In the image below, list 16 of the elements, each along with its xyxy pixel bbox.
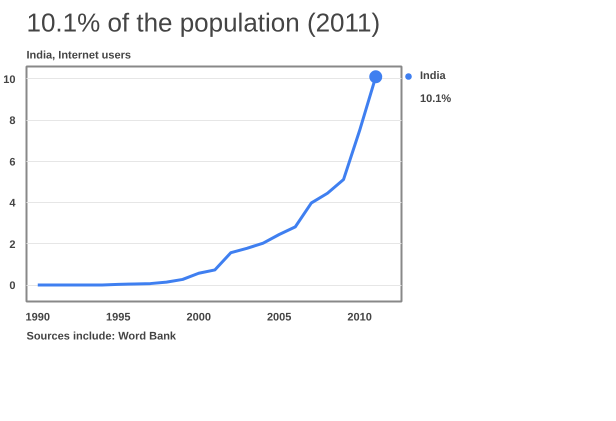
y-tick-label: 6 xyxy=(9,156,16,168)
y-tick-label: 4 xyxy=(9,198,16,210)
y-tick-label: 2 xyxy=(9,238,16,251)
y-tick-label: 10 xyxy=(3,74,16,86)
x-tick-label: 2005 xyxy=(266,312,292,324)
y-tick-label: 0 xyxy=(9,280,16,292)
source-note: Sources include: Word Bank xyxy=(26,330,177,342)
chart-subtitle: India, Internet users xyxy=(26,50,132,62)
chart-title: 10.1% of the population (2011) xyxy=(26,8,380,38)
y-tick-label: 8 xyxy=(9,115,16,128)
x-tick-label: 1995 xyxy=(106,312,130,324)
x-tick-label: 2000 xyxy=(186,312,211,324)
x-tick-label: 1990 xyxy=(26,312,50,324)
legend-label: India xyxy=(420,70,447,82)
x-tick-label: 2010 xyxy=(347,312,372,324)
text: 10.1% xyxy=(420,93,452,105)
